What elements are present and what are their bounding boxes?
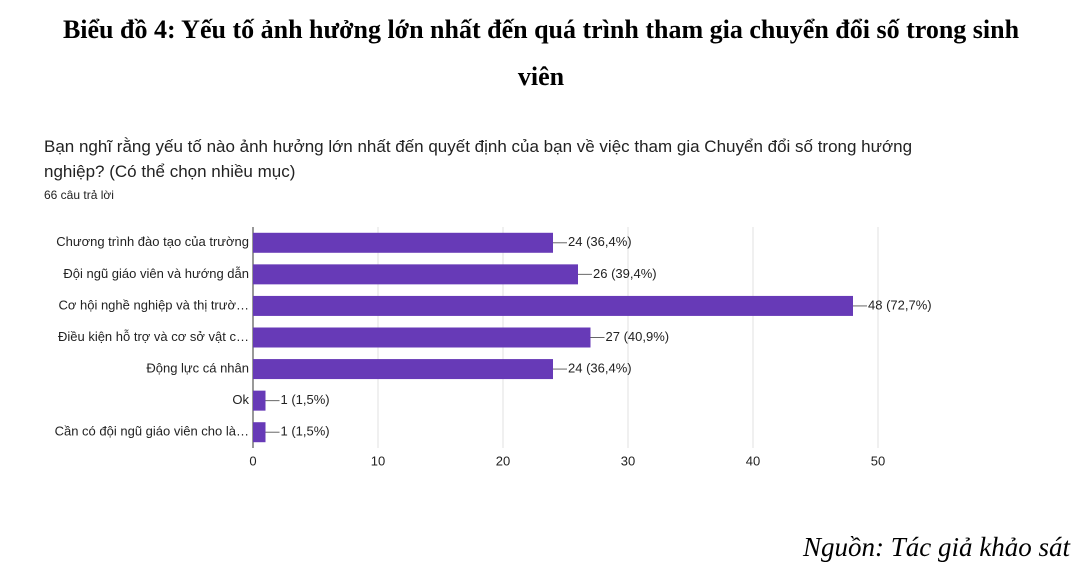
chart-title: Bạn nghĩ rằng yếu tố nào ảnh hưởng lớn n… (44, 137, 913, 181)
value-label: 1 (1,5%) (281, 424, 330, 439)
value-label: 24 (36,4%) (568, 234, 632, 249)
y-tick-label: Cơ hội nghề nghiệp và thị trườ… (58, 297, 249, 312)
bar (253, 264, 578, 285)
bar (253, 390, 266, 411)
bar (253, 232, 553, 253)
value-label: 27 (40,9%) (606, 329, 670, 344)
bar (253, 327, 591, 348)
x-tick-label: 40 (746, 453, 760, 468)
x-tick-label: 30 (621, 453, 635, 468)
y-tick-label: Đội ngũ giáo viên và hướng dẫn (63, 266, 249, 281)
value-label: 48 (72,7%) (868, 297, 932, 312)
value-label: 1 (1,5%) (281, 392, 330, 407)
y-tick-label: Ok (232, 392, 249, 407)
bar (253, 422, 266, 443)
value-label: 26 (39,4%) (593, 266, 657, 281)
chart: 0 10 20 30 40 50 Chương trình đào tạo của trườ… (55, 227, 932, 468)
source-note: Nguồn: Tác giả khảo sát (803, 532, 1070, 562)
x-tick-label: 50 (871, 453, 885, 468)
y-tick-label: Điều kiện hỗ trợ và cơ sở vật c… (58, 329, 249, 344)
y-tick-label: Động lực cá nhân (146, 361, 249, 376)
x-tick-label: 10 (371, 453, 385, 468)
page-heading: Biểu đồ 4: Yếu tố ảnh hưởng lớn nhất đến… (62, 15, 1020, 91)
y-tick-label: Cần có đội ngũ giáo viên cho là… (55, 424, 249, 439)
x-tick-label: 20 (496, 453, 510, 468)
bar (253, 359, 553, 380)
value-label: 24 (36,4%) (568, 361, 632, 376)
bar (253, 295, 853, 316)
chart-subtitle: 66 câu trả lời (44, 188, 114, 202)
y-tick-label: Chương trình đào tạo của trường (56, 234, 249, 249)
x-tick-label: 0 (249, 453, 256, 468)
